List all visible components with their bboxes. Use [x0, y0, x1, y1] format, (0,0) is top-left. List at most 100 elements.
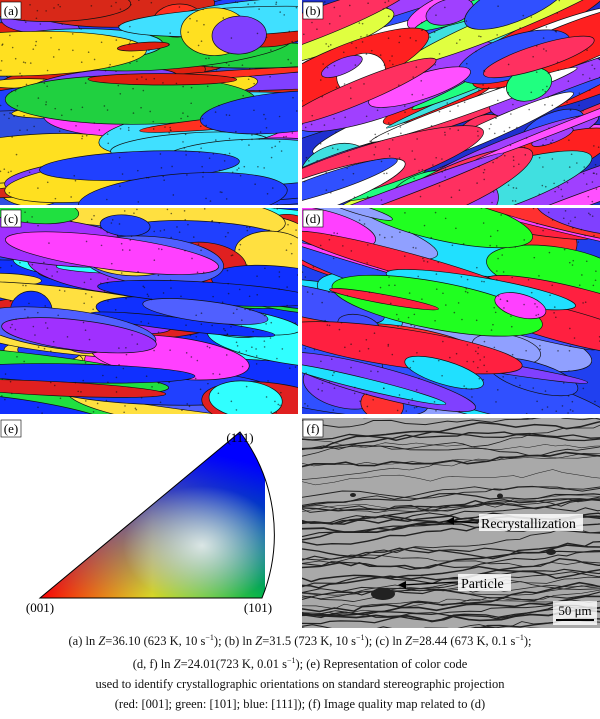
noise [120, 242, 123, 245]
noise [28, 302, 30, 305]
noise [152, 128, 155, 130]
noise [475, 319, 478, 322]
noise [290, 242, 292, 245]
noise [430, 236, 433, 239]
noise [527, 278, 530, 281]
noise [564, 210, 567, 212]
noise [169, 129, 172, 131]
grain-boundary [302, 604, 600, 625]
noise [288, 30, 291, 33]
noise [227, 282, 230, 285]
noise [153, 230, 156, 233]
noise [117, 24, 120, 27]
noise [380, 160, 383, 163]
noise [404, 111, 406, 114]
noise [488, 127, 491, 130]
noise [542, 37, 545, 39]
noise [23, 360, 25, 363]
noise [54, 107, 57, 110]
noise [304, 126, 307, 129]
noise [1, 395, 3, 397]
noise [482, 171, 485, 174]
noise [100, 227, 102, 230]
noise [24, 308, 26, 311]
noise [548, 127, 550, 129]
noise [515, 187, 518, 189]
noise [53, 384, 56, 387]
noise [212, 373, 214, 375]
noise [88, 338, 91, 341]
grain [302, 362, 447, 405]
noise [258, 89, 261, 92]
noise [223, 160, 226, 162]
noise [90, 218, 93, 221]
noise [429, 7, 431, 10]
noise [577, 241, 580, 243]
noise [184, 133, 187, 136]
noise [388, 155, 391, 157]
noise [592, 284, 595, 287]
noise [305, 372, 307, 375]
noise [591, 215, 594, 217]
noise [180, 117, 182, 120]
noise [556, 12, 559, 14]
noise [551, 158, 554, 160]
noise [158, 248, 160, 250]
noise [328, 324, 331, 327]
noise [365, 393, 368, 396]
noise [83, 281, 86, 284]
noise [502, 376, 504, 378]
noise [441, 171, 443, 173]
noise [483, 340, 486, 343]
panel-label-box [302, 419, 324, 438]
noise [510, 113, 512, 115]
noise [178, 231, 181, 233]
noise [572, 227, 574, 229]
noise [411, 93, 414, 96]
noise [117, 84, 120, 87]
noise [142, 89, 145, 92]
noise [324, 1, 326, 3]
noise [39, 23, 42, 25]
noise [130, 235, 133, 237]
noise [591, 200, 594, 203]
noise [581, 274, 583, 276]
noise [471, 396, 473, 398]
noise [107, 300, 109, 302]
noise [218, 222, 221, 224]
noise [153, 259, 156, 262]
panel-label: (a) [4, 3, 18, 18]
noise [503, 154, 506, 157]
noise [399, 231, 401, 233]
noise [162, 82, 164, 84]
noise [271, 146, 273, 149]
noise [486, 370, 488, 373]
noise [344, 346, 346, 349]
noise [542, 48, 545, 50]
noise [243, 165, 246, 168]
noise [168, 132, 170, 134]
noise [382, 8, 385, 10]
noise [365, 338, 368, 341]
noise [568, 166, 571, 168]
noise [115, 1, 117, 4]
noise [545, 50, 547, 52]
noise [75, 124, 77, 127]
noise [578, 284, 581, 287]
grain-boundary [302, 557, 600, 583]
noise [70, 108, 73, 111]
noise [418, 377, 420, 380]
noise [343, 83, 346, 85]
noise [265, 396, 268, 398]
noise [128, 42, 131, 45]
caption-text: Z [405, 634, 413, 648]
noise [106, 109, 109, 111]
noise [118, 363, 120, 366]
noise [304, 347, 307, 350]
noise [370, 49, 373, 52]
noise [296, 274, 298, 276]
noise [145, 176, 148, 179]
grain-boundary [302, 598, 600, 617]
noise [489, 244, 491, 247]
noise [455, 227, 457, 230]
